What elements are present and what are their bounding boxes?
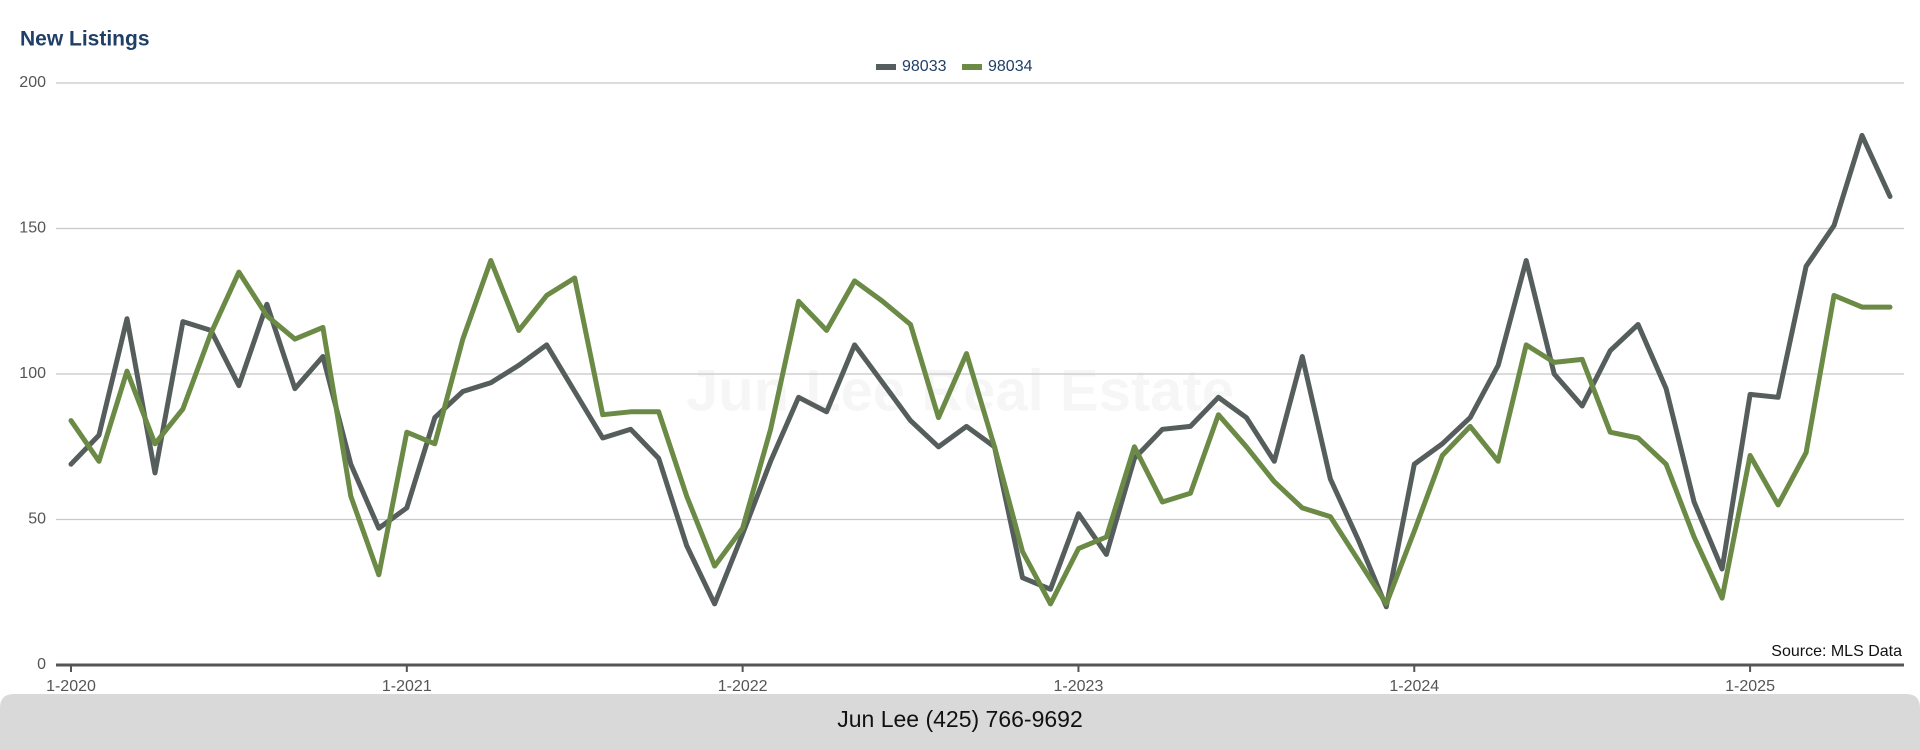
y-tick-label: 150 (19, 220, 46, 237)
footer-text: Jun Lee (425) 766-9692 (837, 706, 1083, 732)
series-line (68, 132, 1893, 610)
x-tick-label: 1-2022 (718, 678, 768, 695)
y-tick-label: 100 (19, 365, 46, 382)
x-tick-label: 1-2024 (1389, 678, 1439, 695)
legend-label: 98033 (902, 58, 947, 75)
x-tick-label: 1-2025 (1725, 678, 1775, 695)
footer-band (0, 694, 1920, 750)
y-tick-label: 0 (37, 656, 46, 673)
y-tick-label: 50 (28, 511, 46, 528)
x-tick-label: 1-2021 (382, 678, 432, 695)
chart-title: New Listings (20, 28, 150, 51)
x-tick-label: 1-2023 (1054, 678, 1104, 695)
x-tick-label: 1-2020 (46, 678, 96, 695)
series-line (68, 258, 1893, 607)
legend-label: 98034 (988, 58, 1033, 75)
source-note: Source: MLS Data (1771, 643, 1902, 660)
y-tick-label: 200 (19, 74, 46, 91)
